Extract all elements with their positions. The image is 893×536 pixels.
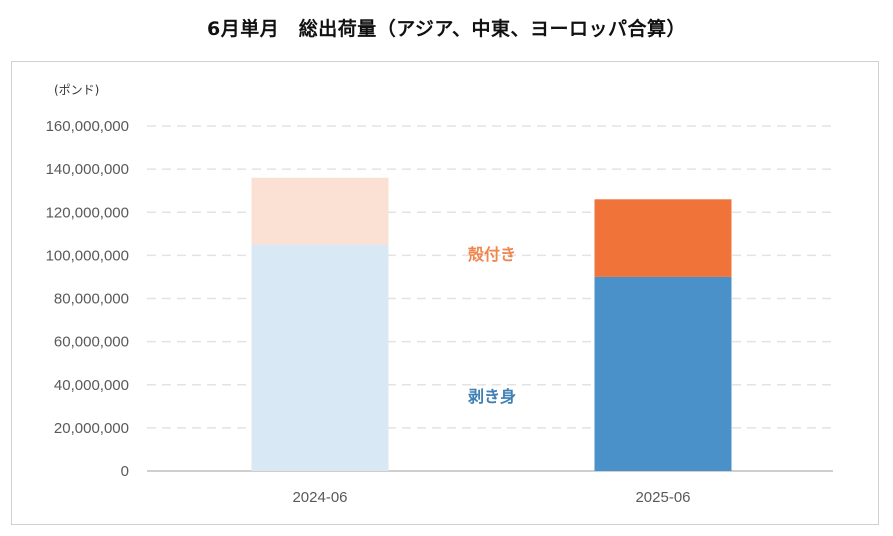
- bar-shucked-2024-06: [251, 244, 389, 471]
- y-tick-label: 100,000,000: [46, 247, 129, 264]
- x-tick-label: 2025-06: [635, 489, 690, 506]
- x-axis: 2024-06 2025-06: [292, 489, 690, 506]
- chart-frame: [11, 61, 879, 525]
- y-tick-label: 0: [121, 463, 129, 480]
- bar-shucked-2025-06: [594, 276, 732, 471]
- y-tick-label: 20,000,000: [54, 420, 129, 437]
- y-tick-label: 60,000,000: [54, 334, 129, 351]
- bar-in-shell-2024-06: [251, 177, 389, 245]
- bar-in-shell-2025-06: [594, 199, 732, 277]
- x-tick-label: 2024-06: [292, 489, 347, 506]
- y-tick-label: 40,000,000: [54, 377, 129, 394]
- chart-title: 6月単月 総出荷量（アジア、中東、ヨーロッパ合算）: [206, 18, 687, 40]
- y-tick-label: 120,000,000: [46, 204, 129, 221]
- y-axis: 0 20,000,000 40,000,000 60,000,000 80,000,00…: [46, 118, 129, 480]
- y-unit-label: (ポンド): [54, 83, 99, 97]
- y-tick-label: 140,000,000: [46, 161, 129, 178]
- y-tick-label: 80,000,000: [54, 291, 129, 308]
- bars: [251, 177, 732, 471]
- series-label-shucked: 剥き身: [468, 387, 516, 406]
- series-label-in-shell: 殻付き: [468, 245, 516, 264]
- y-tick-label: 160,000,000: [46, 118, 129, 135]
